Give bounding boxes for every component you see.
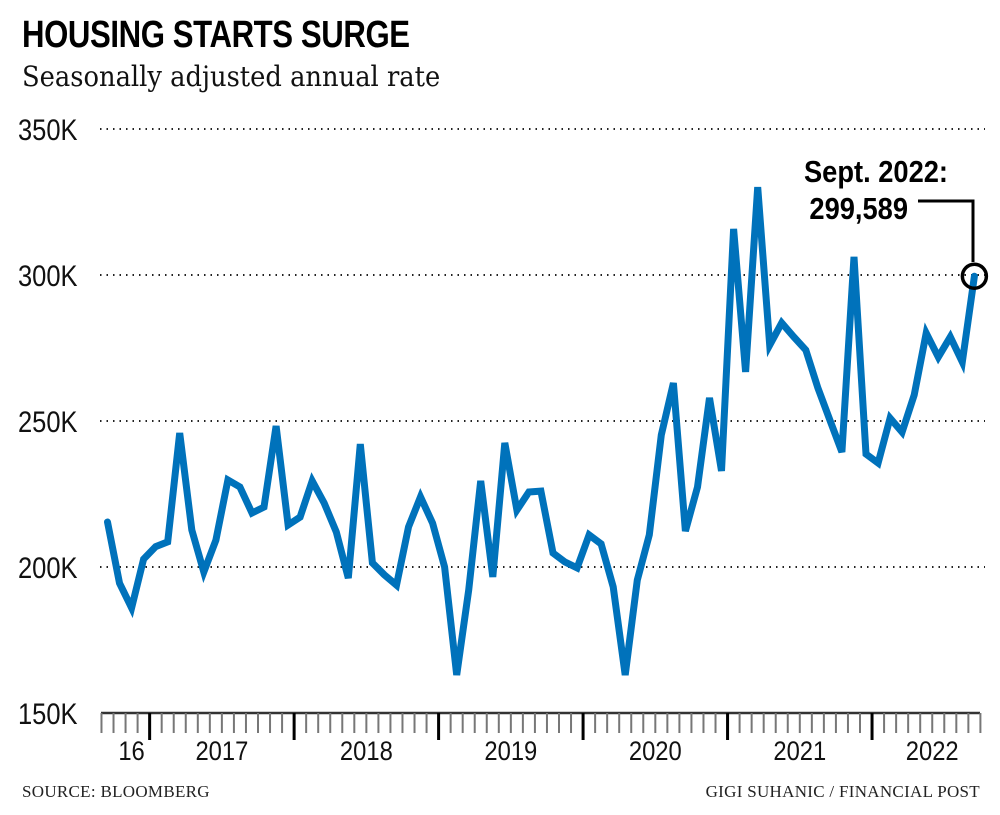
annotation-label-value: 299,589 [809, 192, 908, 226]
x-tick-label: 2017 [195, 737, 248, 767]
credit-note: GIGI SUHANIC / FINANCIAL POST [705, 782, 980, 801]
series-line [104, 186, 978, 676]
annotation-circle [960, 262, 989, 290]
annotation-label-date: Sept. 2022: [804, 155, 948, 189]
annotation-leader-line [918, 199, 975, 262]
chart-subtitle: Seasonally adjusted annual rate [22, 60, 441, 93]
y-tick-label: 300K [18, 259, 78, 292]
y-tick-label: 250K [18, 405, 78, 438]
x-tick-label: 2019 [484, 737, 537, 767]
x-tick-label: 2018 [340, 737, 393, 767]
annotation: Sept. 2022: 299,589 [804, 155, 989, 290]
y-tick-label: 350K [18, 113, 78, 146]
y-tick-label: 150K [18, 697, 78, 730]
y-tick-label: 200K [18, 551, 78, 584]
x-tick-label: 2021 [773, 737, 826, 767]
x-tick-label: 2020 [629, 737, 682, 767]
x-tick-label: 16 [118, 737, 144, 767]
x-tick-label: 2022 [906, 737, 959, 767]
chart-title: HOUSING STARTS SURGE [22, 14, 410, 56]
source-note: SOURCE: BLOOMBERG [22, 782, 210, 801]
